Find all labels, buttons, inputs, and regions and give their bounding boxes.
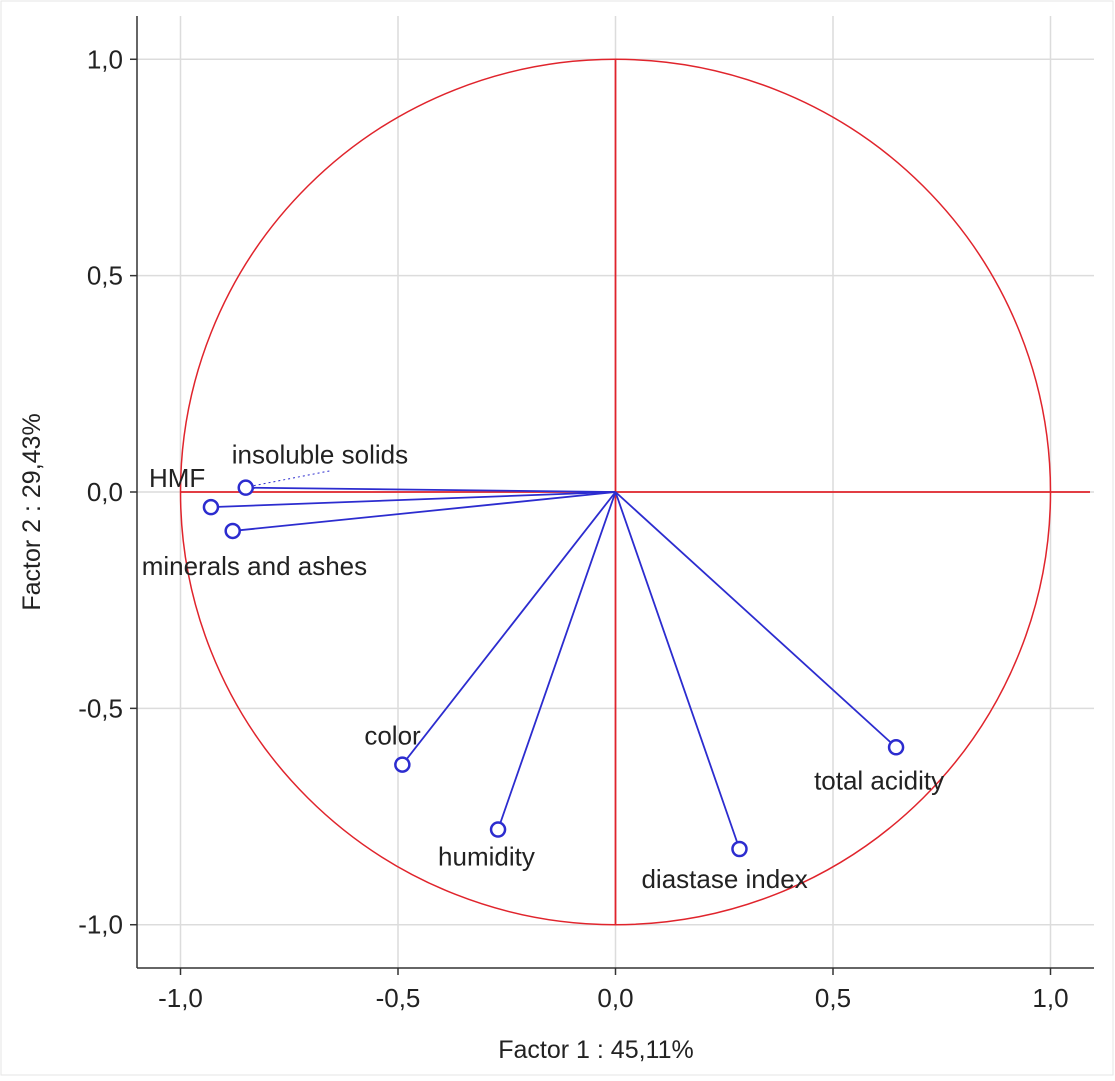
vector-hmf [210,491,616,509]
point-insoluble-solids [237,479,254,496]
label-diastase-index: diastase index [641,864,807,894]
point-diastase-index [731,840,748,858]
y-tick-label: 0,5 [87,261,123,291]
label-hmf: HMF [149,463,205,493]
y-tick-label: 0,0 [87,477,123,507]
x-tick-label: 1,0 [1032,983,1068,1013]
label-minerals-and-ashes: minerals and ashes [142,551,367,581]
x-tick-label: -1,0 [158,983,203,1013]
point-minerals-and-ashes [224,522,241,540]
point-color [394,756,411,773]
point-hmf [202,498,220,516]
vector-minerals-and-ashes [232,491,616,532]
y-tick-label: 1,0 [87,44,123,74]
y-tick-label: -0,5 [78,693,123,723]
vector-layer [202,470,905,858]
vector-diastase-index [614,491,741,850]
vector-insoluble-solids [245,486,616,493]
point-humidity [489,821,507,838]
y-tick-label: -1,0 [78,910,123,940]
label-color: color [364,721,421,751]
vector-humidity [497,491,617,830]
vector-total-acidity [614,491,897,748]
x-tick-label: 0,0 [597,983,633,1013]
vector-color [401,491,617,766]
y-axis-label: Factor 2 : 29,43% [18,413,46,610]
point-total-acidity [887,739,905,756]
x-axis-label: Factor 1 : 45,11% [498,1036,693,1064]
leader-insoluble-solids [253,470,331,487]
x-tick-label: -0,5 [376,983,421,1013]
tick-labels: 1,0 0,5 0,0 -0,5 -1,0 -1,0 -0,5 0,0 0,5 1,0 [78,44,1068,1013]
point-labels: insoluble solids HMF minerals and ashes col… [142,440,944,894]
label-humidity: humidity [438,842,535,872]
label-total-acidity: total acidity [814,765,944,795]
label-insoluble-solids: insoluble solids [232,440,408,470]
plot-frame [130,16,1094,975]
x-tick-label: 0,5 [815,983,851,1013]
